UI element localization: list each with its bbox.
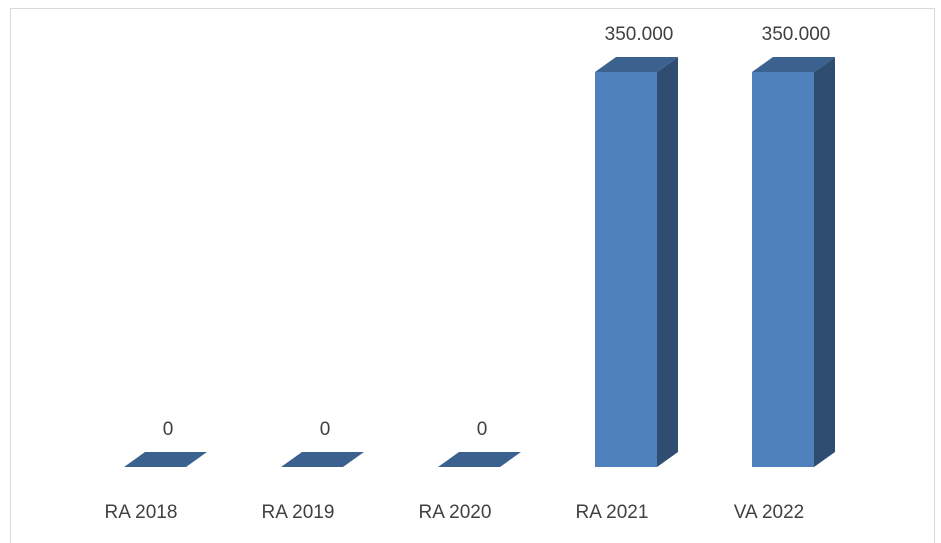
bar-top (595, 57, 678, 72)
data-label: 0 (477, 419, 488, 440)
bar-top (124, 452, 207, 467)
bar-side (814, 57, 835, 467)
bar-side (657, 57, 678, 467)
data-label: 0 (163, 419, 174, 440)
bar-top (281, 452, 364, 467)
bar-front (752, 72, 814, 467)
bar (438, 452, 521, 467)
bar-top (438, 452, 521, 467)
x-tick-label: VA 2022 (734, 502, 804, 523)
data-label: 350.000 (605, 24, 674, 45)
bar-front (595, 72, 657, 467)
bar-top (752, 57, 835, 72)
data-label: 350.000 (762, 24, 831, 45)
x-tick-label: RA 2019 (262, 502, 335, 523)
bar (752, 57, 835, 467)
x-tick-label: RA 2021 (576, 502, 649, 523)
bar (124, 452, 207, 467)
bar (595, 57, 678, 467)
x-tick-label: RA 2020 (419, 502, 492, 523)
x-tick-label: RA 2018 (105, 502, 178, 523)
bar (281, 452, 364, 467)
data-label: 0 (320, 419, 331, 440)
